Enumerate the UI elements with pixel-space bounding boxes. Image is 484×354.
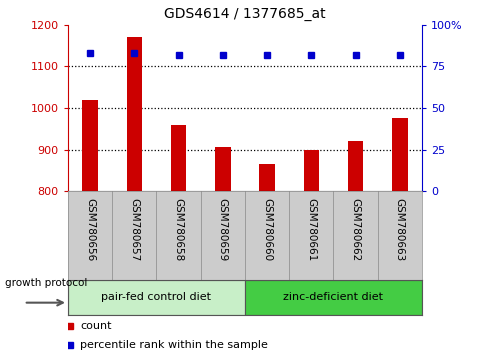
Text: GSM780658: GSM780658 <box>173 198 183 262</box>
Bar <box>170 125 186 191</box>
Text: pair-fed control diet: pair-fed control diet <box>101 292 211 302</box>
Text: count: count <box>80 321 111 331</box>
Bar <box>347 141 363 191</box>
Text: GSM780659: GSM780659 <box>217 198 227 262</box>
Bar <box>82 99 98 191</box>
Text: GSM780660: GSM780660 <box>261 198 272 261</box>
Text: GSM780657: GSM780657 <box>129 198 139 262</box>
Text: GSM780662: GSM780662 <box>350 198 360 262</box>
Bar <box>259 164 274 191</box>
Text: growth protocol: growth protocol <box>5 278 87 288</box>
Bar <box>303 149 318 191</box>
Text: zinc-deficient diet: zinc-deficient diet <box>283 292 383 302</box>
Text: GSM780656: GSM780656 <box>85 198 95 262</box>
Bar <box>126 37 142 191</box>
Bar <box>68 280 244 315</box>
Text: GSM780663: GSM780663 <box>394 198 404 262</box>
Title: GDS4614 / 1377685_at: GDS4614 / 1377685_at <box>164 7 325 21</box>
Text: percentile rank within the sample: percentile rank within the sample <box>80 341 268 350</box>
Bar <box>244 280 421 315</box>
Text: GSM780661: GSM780661 <box>306 198 316 262</box>
Bar <box>214 148 230 191</box>
Bar <box>391 118 407 191</box>
